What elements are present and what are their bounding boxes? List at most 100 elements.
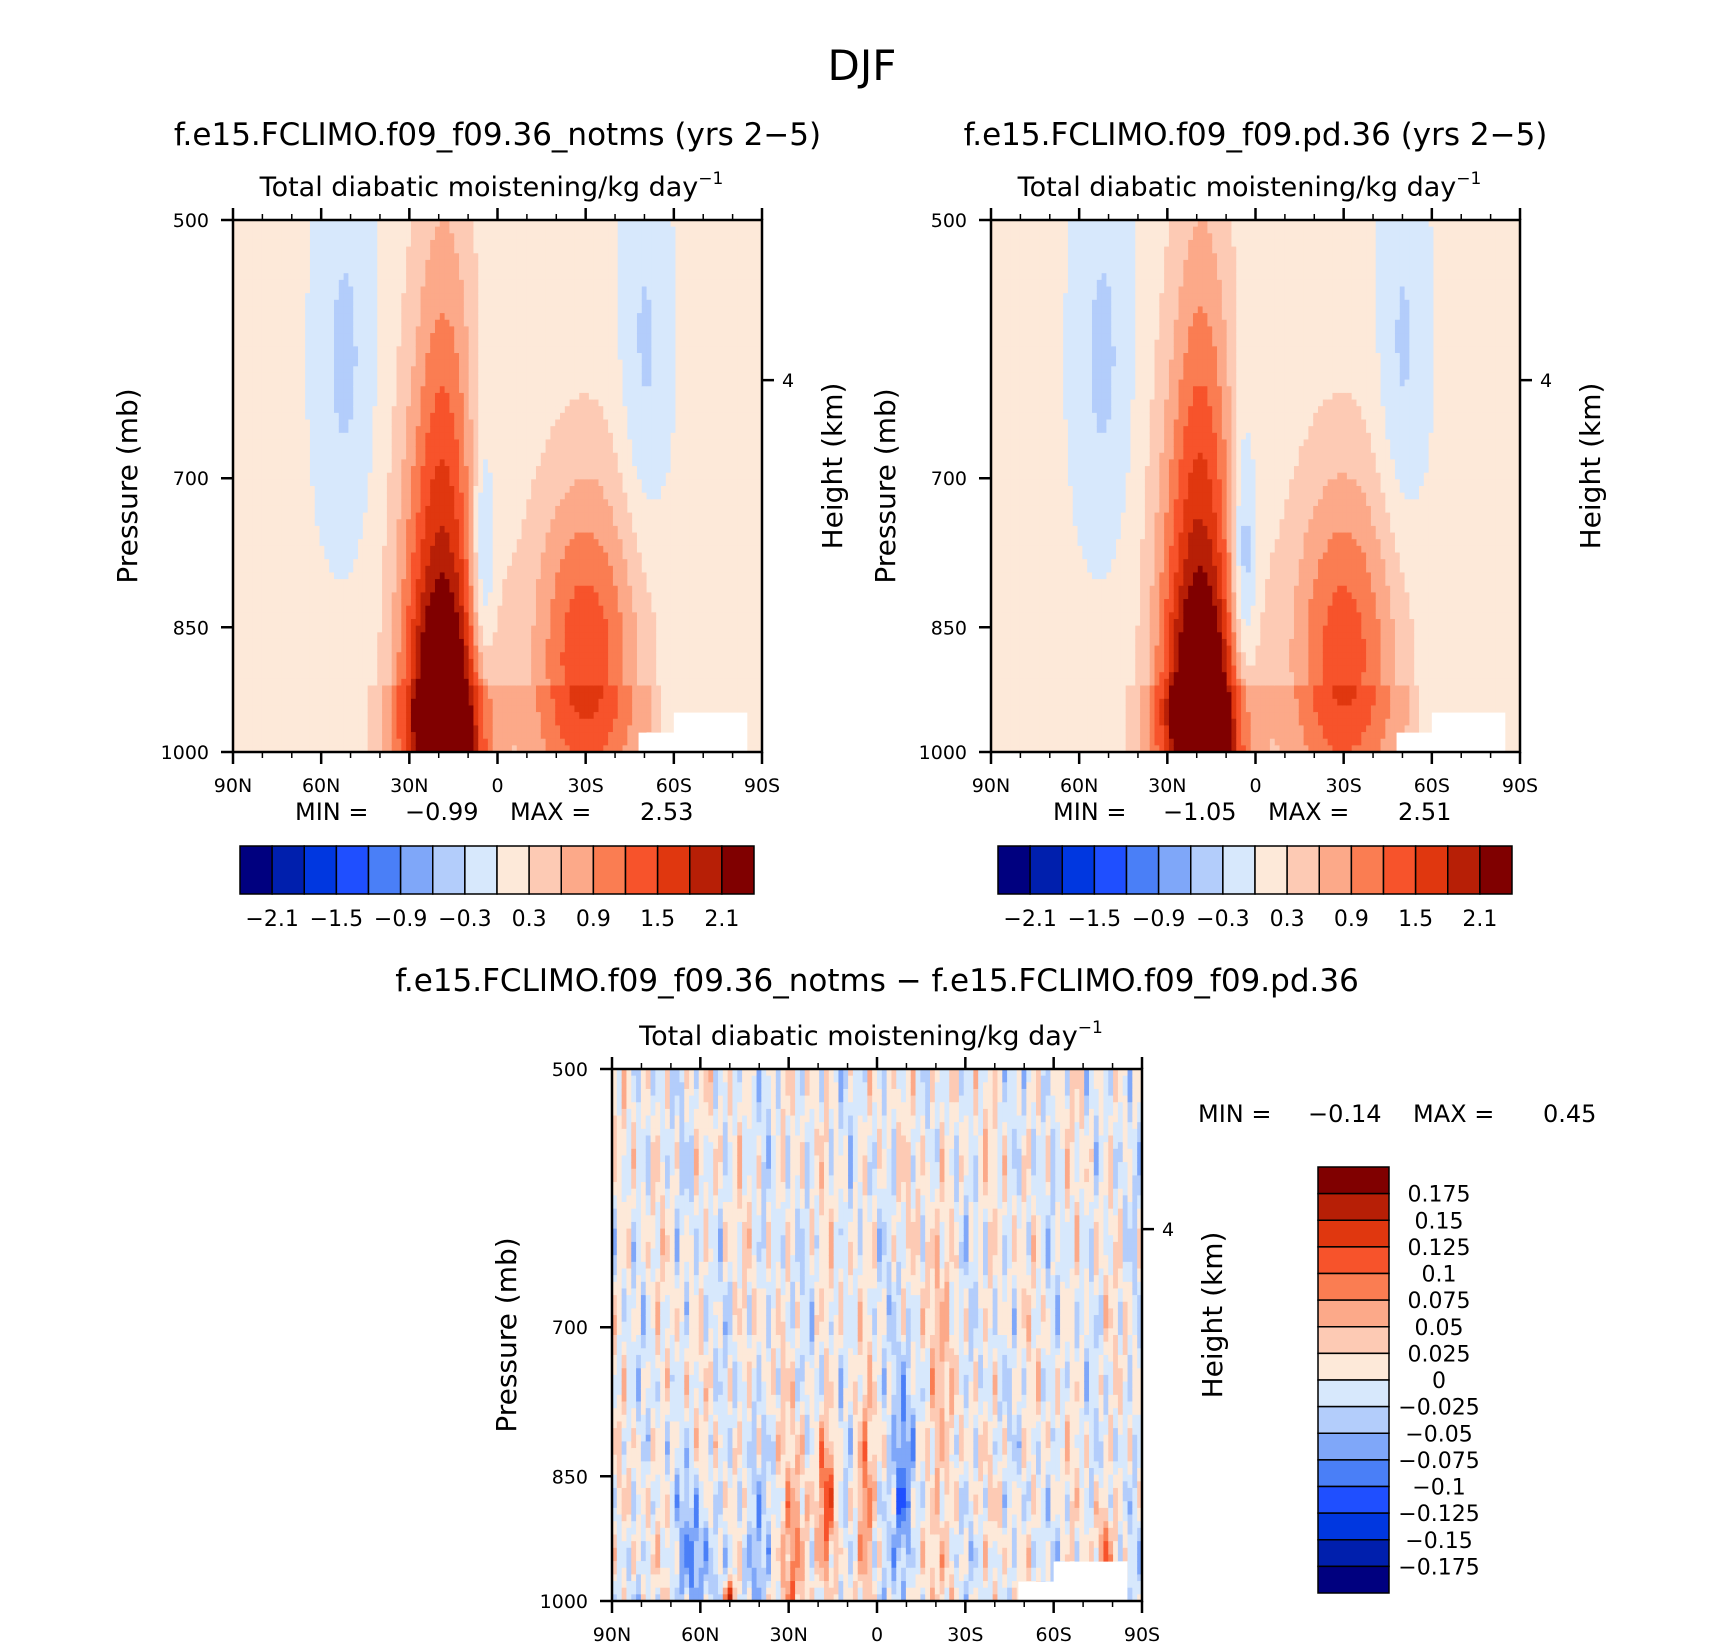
heatmap-cell	[252, 253, 257, 260]
heatmap-cell	[300, 559, 305, 566]
heatmap-cell	[291, 692, 296, 699]
heatmap-cell	[238, 293, 243, 300]
heatmap-cell	[324, 619, 329, 626]
heatmap-cell	[305, 672, 310, 679]
heatmap-cell	[271, 466, 276, 473]
heatmap-cell	[305, 692, 310, 699]
heatmap-cell	[300, 346, 305, 353]
heatmap-cell	[310, 572, 315, 579]
heatmap-cell	[281, 227, 286, 234]
heatmap-cell	[276, 672, 281, 679]
heatmap-cell	[300, 466, 305, 473]
heatmap-cell	[329, 712, 334, 719]
heatmap-cell	[310, 380, 315, 387]
heatmap-cell	[281, 446, 286, 453]
heatmap-cell	[291, 393, 296, 400]
heatmap-cell	[247, 519, 252, 526]
heatmap-cell	[247, 592, 252, 599]
heatmap-cell	[286, 233, 291, 240]
heatmap-cell	[291, 227, 296, 234]
heatmap-cell	[262, 612, 267, 619]
heatmap-cell	[252, 426, 257, 433]
heatmap-cell	[247, 639, 252, 646]
heatmap-cell	[238, 326, 243, 333]
heatmap-cell	[281, 533, 286, 540]
heatmap-cell	[334, 699, 339, 706]
heatmap-cell	[334, 506, 339, 513]
heatmap-cell	[300, 519, 305, 526]
heatmap-cell	[252, 626, 257, 633]
heatmap-cell	[324, 479, 329, 486]
heatmap-cell	[305, 666, 310, 673]
heatmap-cell	[286, 732, 291, 739]
heatmap-cell	[305, 586, 310, 593]
heatmap-cell	[310, 413, 315, 420]
heatmap-cell	[262, 340, 267, 347]
heatmap-cell	[267, 712, 272, 719]
heatmap-cell	[315, 705, 320, 712]
heatmap-cell	[324, 433, 329, 440]
heatmap-cell	[252, 519, 257, 526]
heatmap-cell	[310, 513, 315, 520]
heatmap-cell	[339, 459, 344, 466]
heatmap-cell	[276, 420, 281, 427]
heatmap-cell	[238, 686, 243, 693]
heatmap-cell	[296, 300, 301, 307]
heatmap-cell	[286, 326, 291, 333]
heatmap-cell	[296, 346, 301, 353]
heatmap-cell	[286, 287, 291, 294]
heatmap-cell	[286, 506, 291, 513]
heatmap-cell	[252, 333, 257, 340]
heatmap-cell	[300, 306, 305, 313]
heatmap-cell	[334, 233, 339, 240]
heatmap-cell	[296, 273, 301, 280]
heatmap-cell	[238, 486, 243, 493]
heatmap-cell	[334, 732, 339, 739]
heatmap-cell	[300, 373, 305, 380]
heatmap-cell	[329, 433, 334, 440]
heatmap-cell	[247, 599, 252, 606]
heatmap-cell	[247, 705, 252, 712]
heatmap-cell	[305, 659, 310, 666]
heatmap-cell	[247, 659, 252, 666]
heatmap-cell	[243, 632, 248, 639]
heatmap-cell	[238, 579, 243, 586]
heatmap-cell	[267, 566, 272, 573]
heatmap-cell	[252, 699, 257, 706]
heatmap-cell	[257, 579, 262, 586]
heatmap-cell	[271, 247, 276, 254]
heatmap-cell	[310, 719, 315, 726]
heatmap-cell	[238, 652, 243, 659]
heatmap-cell	[315, 459, 320, 466]
heatmap-cell	[257, 606, 262, 613]
heatmap-cell	[262, 626, 267, 633]
heatmap-cell	[305, 646, 310, 653]
heatmap-cell	[339, 280, 344, 287]
heatmap-cell	[329, 619, 334, 626]
heatmap-cell	[334, 606, 339, 613]
heatmap-cell	[243, 320, 248, 327]
heatmap-cell	[252, 712, 257, 719]
heatmap-cell	[291, 566, 296, 573]
heatmap-cell	[257, 267, 262, 274]
heatmap-cell	[276, 313, 281, 320]
heatmap-cell	[286, 705, 291, 712]
heatmap-cell	[262, 227, 267, 234]
heatmap-cell	[334, 300, 339, 307]
heatmap-cell	[247, 486, 252, 493]
heatmap-cell	[271, 626, 276, 633]
heatmap-cell	[276, 247, 281, 254]
heatmap-cell	[334, 626, 339, 633]
heatmap-cell	[286, 739, 291, 746]
heatmap-cell	[315, 679, 320, 686]
heatmap-cell	[247, 233, 252, 240]
heatmap-cell	[281, 513, 286, 520]
heatmap-cell	[243, 539, 248, 546]
heatmap-cell	[305, 240, 310, 247]
heatmap-cell	[243, 426, 248, 433]
heatmap-cell	[276, 486, 281, 493]
heatmap-cell	[276, 253, 281, 260]
heatmap-cell	[296, 459, 301, 466]
heatmap-cell	[324, 287, 329, 294]
heatmap-cell	[324, 366, 329, 373]
